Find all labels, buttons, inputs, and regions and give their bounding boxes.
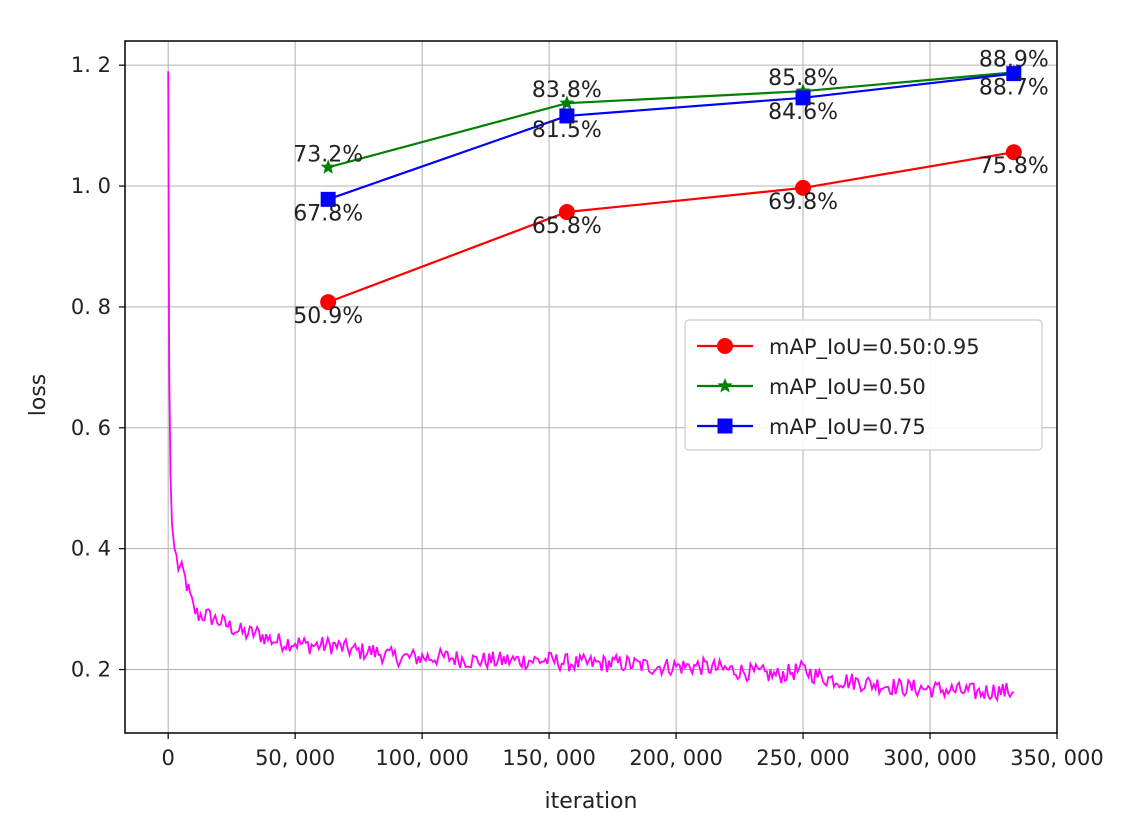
data-labels-layer: 50.9% 65.8% 69.8% 75.8% 73.2% 83.8% 85.8% 88.9%… — [293, 47, 1049, 329]
data-point — [559, 95, 575, 110]
legend-box — [684, 319, 1043, 451]
data-point — [795, 90, 811, 106]
legend-label: mAP_IoU=0.50:0.95 — [769, 335, 980, 360]
x-tick-label: 200, 000 — [629, 746, 723, 770]
data-label: 67.8% — [293, 201, 363, 226]
series-line — [327, 72, 1014, 201]
data-label: 50.9% — [293, 304, 363, 329]
data-point — [320, 191, 336, 207]
x-tick-label: 150, 000 — [502, 746, 596, 770]
data-label: 65.8% — [532, 214, 602, 239]
axis-ticks: 0 50, 000 100, 000 150, 000 200, 000 250, 000… — [71, 53, 1104, 770]
legend-label: mAP_IoU=0.50 — [769, 375, 926, 400]
series-line — [327, 151, 1014, 304]
x-tick-label: 250, 000 — [756, 746, 850, 770]
data-point — [795, 179, 812, 196]
map-series-layer — [320, 64, 1022, 311]
x-tick-label: 100, 000 — [375, 746, 469, 770]
data-label: 69.8% — [768, 190, 838, 215]
legend: mAP_IoU=0.50:0.95 mAP_IoU=0.50 mAP_IoU=0.7… — [684, 319, 1043, 451]
x-tick-label: 300, 000 — [883, 746, 977, 770]
x-tick-label: 50, 000 — [255, 746, 335, 770]
legend-marker — [717, 378, 733, 393]
data-point — [320, 159, 336, 174]
loss-line — [167, 71, 1015, 703]
data-label: 83.8% — [532, 78, 602, 103]
y-tick-label: 1. 2 — [71, 53, 111, 77]
plot-frame — [124, 40, 1058, 734]
series-circle — [320, 144, 1022, 311]
data-point — [558, 204, 575, 221]
legend-marker — [717, 338, 733, 354]
x-tick-label: 350, 000 — [1010, 746, 1104, 770]
data-label: 73.2% — [293, 142, 363, 167]
series-square — [320, 66, 1022, 207]
y-tick-label: 0. 8 — [71, 295, 111, 319]
legend-marker — [717, 418, 733, 434]
y-tick-label: 0. 2 — [71, 658, 111, 682]
x-axis-title: iteration — [545, 789, 638, 814]
data-point — [1006, 66, 1022, 82]
data-label: 85.8% — [768, 66, 838, 91]
data-label: 84.6% — [768, 100, 838, 125]
data-point — [320, 294, 337, 311]
y-tick-label: 0. 6 — [71, 416, 111, 440]
data-point — [1005, 144, 1022, 161]
series-star — [320, 64, 1022, 174]
y-tick-label: 1. 0 — [71, 174, 111, 198]
series-line — [327, 71, 1014, 169]
data-label: 88.9% — [979, 47, 1049, 72]
data-label: 81.5% — [532, 118, 602, 143]
x-tick-label: 0 — [161, 746, 174, 770]
data-point — [559, 108, 575, 124]
data-label: 88.7% — [979, 76, 1049, 101]
legend-label: mAP_IoU=0.75 — [769, 415, 926, 440]
loss-curve-layer — [167, 71, 1015, 703]
y-axis-title: loss — [26, 374, 51, 417]
y-tick-label: 0. 4 — [71, 537, 111, 561]
data-label: 75.8% — [979, 154, 1049, 179]
